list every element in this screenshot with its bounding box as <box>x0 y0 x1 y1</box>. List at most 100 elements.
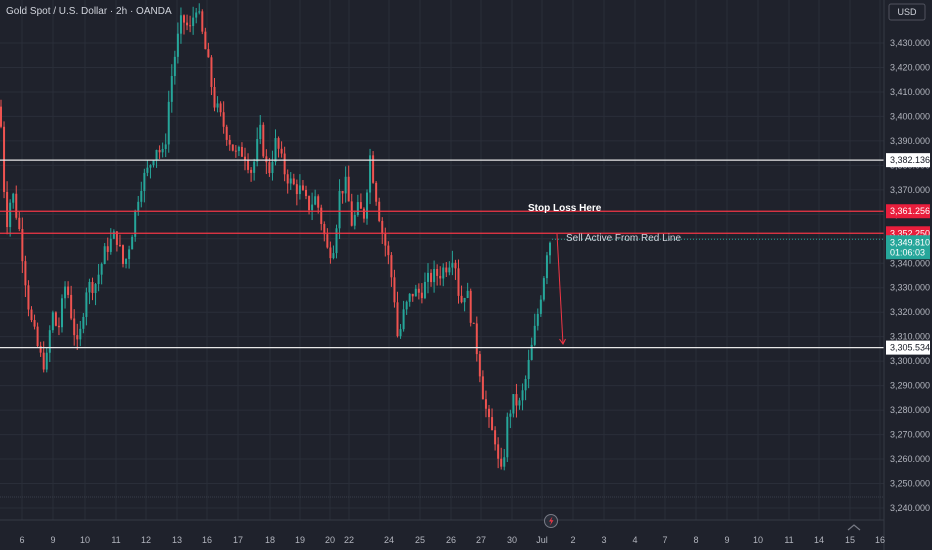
candle-body <box>234 150 237 152</box>
candle-body <box>42 352 45 370</box>
x-tick-label: 15 <box>845 535 855 545</box>
candle-body <box>253 161 256 173</box>
candle-body <box>417 288 420 293</box>
x-tick-label: 20 <box>325 535 335 545</box>
price-tag <box>886 340 930 355</box>
x-tick-label: 25 <box>415 535 425 545</box>
candle-body <box>353 215 356 226</box>
candle-body <box>436 268 439 276</box>
candle-body <box>527 359 530 380</box>
currency-button[interactable]: USD <box>888 3 926 21</box>
candle-body <box>439 275 442 279</box>
candle-body <box>491 417 494 431</box>
candles <box>0 3 551 471</box>
candle-body <box>292 178 295 185</box>
candle-body <box>503 457 506 467</box>
candle-body <box>317 196 320 208</box>
x-tick-label: 10 <box>80 535 90 545</box>
candle-body <box>250 169 253 173</box>
candle-body <box>137 201 140 211</box>
candle-body <box>54 312 57 326</box>
time-axis[interactable]: 6 9 10 11 12 13 16 17 18 19 20 22 24 25 26 27 30 Jul 2 3 4 7 8… <box>0 519 885 545</box>
candle-body <box>405 301 408 310</box>
x-tick-label: 17 <box>233 535 243 545</box>
candle-body <box>286 174 289 184</box>
y-tick-label: 3,240.000 <box>890 503 930 513</box>
candle-body <box>201 11 204 32</box>
candle-body <box>183 15 185 23</box>
candle-body <box>45 352 48 370</box>
candle-body <box>387 245 390 256</box>
candle-body <box>289 178 292 184</box>
candle-body <box>222 112 225 127</box>
lightning-event-icon[interactable] <box>544 514 558 528</box>
candle-body <box>228 139 231 145</box>
candle-body <box>484 399 487 409</box>
candle-body <box>396 302 399 337</box>
x-tick-label: 2 <box>570 535 575 545</box>
candle-body <box>216 103 219 108</box>
candle-body <box>12 193 15 203</box>
candle-body <box>323 224 326 235</box>
candle-body <box>430 272 433 283</box>
grid <box>0 0 884 520</box>
candle-body <box>97 274 100 285</box>
x-tick-label: 11 <box>111 535 120 545</box>
candle-body <box>442 267 445 279</box>
annotations: Stop Loss Here Sell Active From Red Line <box>528 203 681 244</box>
candle-body <box>186 22 189 26</box>
currency-button-frame <box>888 3 926 21</box>
candle-body <box>381 220 384 234</box>
candle-body <box>128 249 131 259</box>
price-axis[interactable]: 3,240.000 3,250.000 3,260.000 3,270.000 3,28… <box>883 0 932 550</box>
candle-body <box>533 325 536 345</box>
candle-body <box>30 309 33 321</box>
candle-body <box>283 153 286 175</box>
candle-body <box>195 12 198 18</box>
candle-body <box>488 408 490 418</box>
candle-body <box>179 15 182 34</box>
candle-body <box>329 247 332 259</box>
candle-body <box>359 202 362 209</box>
candle-body <box>539 299 542 314</box>
candle-body <box>457 268 460 296</box>
x-tick-label: 19 <box>295 535 305 545</box>
x-tick-label: 3 <box>601 535 606 545</box>
candle-body <box>15 193 18 218</box>
candle-body <box>27 285 30 310</box>
candle-body <box>362 208 365 219</box>
candle-body <box>308 196 311 211</box>
y-tick-label: 3,370.000 <box>890 185 930 195</box>
candle-body <box>48 330 51 353</box>
candle-body <box>36 326 39 347</box>
candle-body <box>140 190 143 202</box>
candle-body <box>542 278 545 300</box>
candle-body <box>64 286 67 299</box>
x-tick-label: 12 <box>141 535 151 545</box>
candle-body <box>67 286 70 295</box>
x-tick-label: 6 <box>19 535 24 545</box>
candle-body <box>176 33 179 57</box>
candle-body <box>545 255 548 279</box>
candle-body <box>88 281 91 293</box>
candle-body <box>463 298 466 303</box>
candle-body <box>509 413 512 417</box>
candle-body <box>33 320 36 327</box>
scroll-right-icon[interactable] <box>847 524 861 531</box>
candle-body <box>475 323 478 355</box>
candle-body <box>189 25 192 27</box>
candle-body <box>301 185 304 190</box>
y-tick-label: 3,390.000 <box>890 136 930 146</box>
price-axis-bg <box>884 0 932 520</box>
candle-body <box>390 255 393 278</box>
candle-body <box>240 146 243 157</box>
candle-body <box>76 335 79 340</box>
candle-body <box>338 190 341 229</box>
candle-body <box>256 139 259 162</box>
candle-body <box>100 264 103 275</box>
horizontal-levels[interactable] <box>0 159 884 349</box>
candle-body <box>497 444 500 459</box>
countdown-label: 01:06:03 <box>890 247 925 257</box>
